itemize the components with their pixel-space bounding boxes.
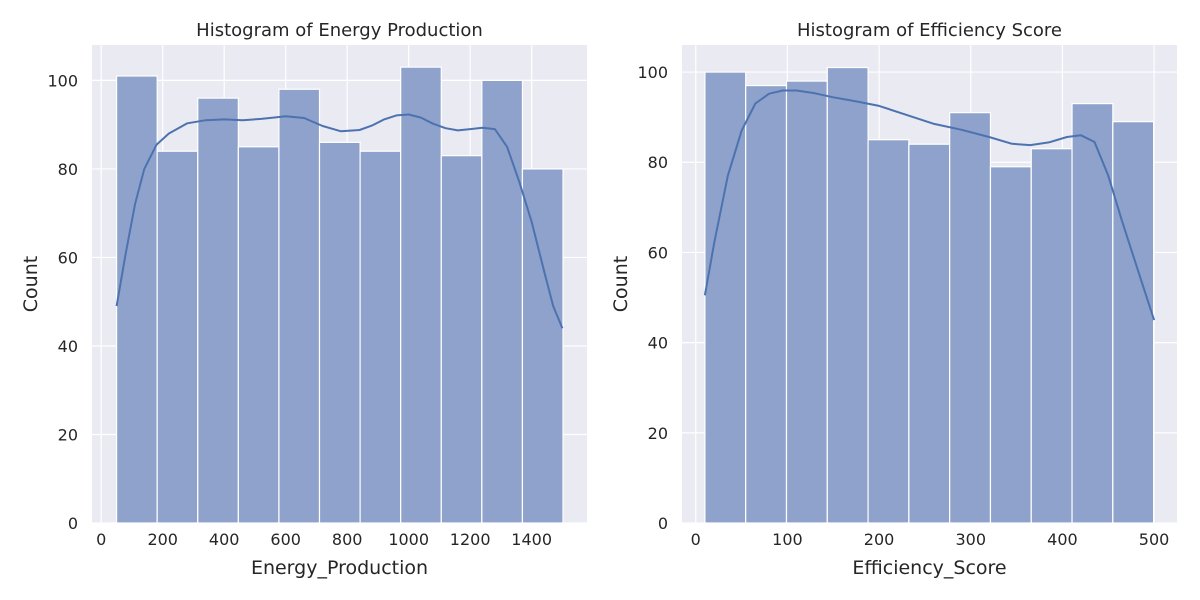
- x-tick-label: 300: [955, 530, 986, 549]
- y-tick-label: 40: [648, 334, 668, 353]
- y-tick-label: 80: [58, 160, 78, 179]
- x-tick-label: 1000: [388, 530, 429, 549]
- histogram-bar: [156, 150, 199, 524]
- x-tick-labels: 0 200 400 600 800 1000 1200 1400: [96, 530, 552, 549]
- x-tick-labels: 0 100 200 300 400 500: [691, 530, 1170, 549]
- histogram-bar: [826, 66, 869, 524]
- efficiency-score-histogram: 0 100 200 300 400 500 0 20 40 60 80 100 Histogram …: [610, 20, 1177, 579]
- histogram-bar: [785, 80, 828, 524]
- kde-curve: [703, 89, 1156, 321]
- histogram-bar: [481, 79, 524, 524]
- y-tick-label: 20: [648, 424, 668, 443]
- y-axis-label: Count: [610, 256, 632, 312]
- x-tick-label: 400: [1047, 530, 1078, 549]
- x-tick-label: 0: [691, 530, 701, 549]
- histogram-bar: [400, 66, 442, 524]
- histogram-bar: [278, 88, 321, 524]
- x-tick-label: 1400: [511, 530, 552, 549]
- histogram-bars: [704, 66, 1155, 524]
- x-tick-label: 0: [96, 530, 106, 549]
- y-tick-label: 20: [58, 425, 78, 444]
- histogram-bar: [908, 143, 951, 524]
- y-tick-label: 0: [658, 514, 668, 533]
- histogram-bar: [237, 146, 280, 524]
- x-tick-label: 200: [147, 530, 178, 549]
- y-tick-labels: 0 20 40 60 80 100: [47, 71, 78, 533]
- histogram-bar: [1030, 148, 1073, 524]
- histogram-bar: [745, 84, 788, 524]
- histogram-bar: [318, 141, 361, 524]
- histogram-bar: [521, 168, 564, 524]
- histogram-bar: [1071, 103, 1114, 524]
- histogram-bar: [949, 112, 992, 524]
- x-axis-label: Efficiency_Score: [852, 557, 1006, 579]
- histogram-bar: [440, 155, 483, 524]
- x-tick-label: 1200: [450, 530, 491, 549]
- x-tick-label: 400: [209, 530, 240, 549]
- y-tick-labels: 0 20 40 60 80 100: [637, 63, 668, 533]
- energy-production-histogram: 0 200 400 600 800 1000 1200 1400 0 20 40 60 80 100 H…: [20, 20, 587, 579]
- y-tick-label: 60: [648, 243, 668, 262]
- x-tick-label: 600: [270, 530, 301, 549]
- x-tick-label: 500: [1139, 530, 1170, 549]
- histogram-bar: [1112, 121, 1155, 524]
- histogram-bar: [989, 166, 1032, 524]
- chart-title: Histogram of Energy Production: [196, 20, 483, 41]
- y-axis-label: Count: [20, 256, 42, 312]
- y-tick-label: 80: [648, 153, 668, 172]
- y-tick-label: 0: [68, 514, 78, 533]
- chart-title: Histogram of Efficiency Score: [797, 20, 1062, 41]
- x-tick-label: 100: [772, 530, 803, 549]
- x-tick-label: 800: [332, 530, 363, 549]
- x-axis-label: Energy_Production: [251, 557, 428, 579]
- y-tick-label: 40: [58, 337, 78, 356]
- y-tick-label: 100: [637, 63, 668, 82]
- kde-curve: [115, 113, 564, 329]
- histogram-bar: [197, 97, 239, 524]
- histogram-bars: [115, 66, 564, 524]
- histogram-bar: [359, 150, 402, 524]
- histogram-bar: [867, 139, 910, 524]
- x-tick-label: 200: [864, 530, 895, 549]
- histogram-bar: [115, 75, 158, 524]
- y-tick-label: 60: [58, 248, 78, 267]
- y-tick-label: 100: [47, 71, 78, 90]
